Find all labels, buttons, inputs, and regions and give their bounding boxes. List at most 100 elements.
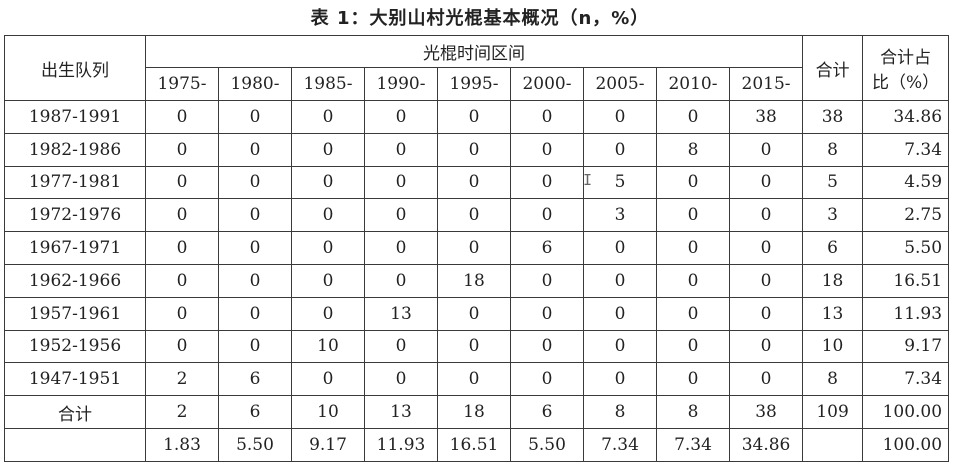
count-cell: 0 [656,198,730,233]
count-cell: 0 [218,198,292,233]
count-cell: 0 [437,132,511,167]
count-cell: 3 [583,198,657,233]
count-cell: 0 [437,231,511,265]
text-cursor-icon: I [583,171,593,189]
period-header-3: 1985- [291,67,365,101]
cohort-cell: 1967-1971 [4,231,146,265]
cohort-cell: 1952-1956 [4,329,146,364]
row-total-cell: 6 [802,231,864,265]
row-share-cell: 11.93 [862,296,950,331]
row-share-cell: 2.75 [862,198,950,233]
total-header: 合计 [802,35,864,101]
cohort-cell: 1962-1966 [4,263,146,298]
count-cell: 0 [437,165,511,200]
count-cell: 0 [583,231,657,265]
count-cell: 8 [656,132,730,167]
row-share-cell: 7.34 [862,362,950,397]
count-cell: 0 [656,296,730,331]
row-share-cell: 34.86 [862,100,950,134]
cohort-cell: 1982-1986 [4,132,146,167]
table-row: 1987-1991 0 0 0 0 0 0 0 0 38 38 34.86 [4,100,950,134]
count-cell: 0 [583,329,657,364]
table-row: 1957-1961 0 0 0 13 0 0 0 0 0 13 11.93 [4,296,950,331]
share-header-line-2: 比（%） [871,73,940,93]
count-cell: 0 [291,362,365,397]
total-label-cell: 合计 [4,395,146,429]
count-cell: 0 [145,198,219,233]
count-cell: 0 [364,100,438,134]
grand-share-cell: 100.00 [862,395,950,429]
count-cell: 0 [656,263,730,298]
count-cell: 0 [656,231,730,265]
period-share-cell: 7.34 [583,427,657,462]
table-row: 1982-1986 0 0 0 0 0 0 0 8 0 8 7.34 [4,132,950,167]
row-share-cell: 7.34 [862,132,950,167]
count-cell: 0 [364,165,438,200]
count-cell: 0 [218,296,292,331]
header-row-1: 出生队列 光棍时间区间 合计 合计占 比（%） [4,35,950,101]
period-header-8: 2010- [656,67,730,101]
count-cell: 0 [291,165,365,200]
count-cell: 0 [728,362,804,397]
count-cell: 0 [728,132,804,167]
count-cell: 5 [583,165,657,200]
total-count-cell: 2 [145,395,219,429]
count-cell: 0 [364,132,438,167]
grand-total-cell: 109 [802,395,864,429]
count-cell: 0 [145,132,219,167]
count-cell: 13 [364,296,438,331]
count-cell: 0 [510,362,584,397]
count-cell: 0 [728,329,804,364]
total-row: 合计 2 6 10 13 18 6 8 8 38 109 100.00 [4,395,950,429]
total-count-cell: 10 [291,395,365,429]
total-count-cell: 8 [656,395,730,429]
period-share-cell: 11.93 [364,427,438,462]
count-cell: 0 [510,296,584,331]
count-cell: 0 [583,132,657,167]
count-cell: 0 [364,198,438,233]
period-header-7: 2005- [583,67,657,101]
total-count-cell: 8 [583,395,657,429]
count-cell: 0 [291,231,365,265]
table-row: 1952-1956 0 0 10 0 0 0 0 0 0 10 9.17 [4,329,950,364]
count-cell: 0 [583,296,657,331]
period-share-cell: 9.17 [291,427,365,462]
count-cell: 0 [510,100,584,134]
count-cell: 0 [364,329,438,364]
total-count-cell: 18 [437,395,511,429]
total-count-cell: 38 [728,395,804,429]
period-header-9: 2015- [728,67,804,101]
share-total-cell: 100.00 [862,427,950,462]
count-cell: 0 [437,362,511,397]
cohort-cell: 1987-1991 [4,100,146,134]
count-cell: 0 [437,329,511,364]
period-share-cell: 5.50 [510,427,584,462]
cohort-table: 出生队列 光棍时间区间 合计 合计占 比（%） 1975- 1980- 1985- 1… [4,35,950,462]
count-cell: 0 [728,198,804,233]
count-cell: 6 [218,362,292,397]
count-cell: 0 [218,231,292,265]
row-total-cell: 38 [802,100,864,134]
count-cell: 0 [437,198,511,233]
count-cell: 10 [291,329,365,364]
share-header: 合计占 比（%） [862,35,950,101]
count-cell: 0 [437,100,511,134]
row-share-cell: 5.50 [862,231,950,265]
count-cell: 0 [656,100,730,134]
period-header-5: 1995- [437,67,511,101]
count-cell: 0 [145,329,219,364]
count-cell: 0 [510,165,584,200]
count-cell: 0 [291,263,365,298]
period-header-6: 2000- [510,67,584,101]
row-share-cell: 9.17 [862,329,950,364]
count-cell: 0 [728,296,804,331]
count-cell: 0 [510,263,584,298]
count-cell: 0 [510,329,584,364]
table-row: 1947-1951 2 6 0 0 0 0 0 0 0 8 7.34 [4,362,950,397]
count-cell: 38 [728,100,804,134]
table-row: 1977-1981 0 0 0 0 0 0 5 0 0 5 4.59 [4,165,950,200]
period-share-cell: 5.50 [218,427,292,462]
row-total-cell: 13 [802,296,864,331]
count-cell: 0 [218,263,292,298]
total-count-cell: 6 [510,395,584,429]
